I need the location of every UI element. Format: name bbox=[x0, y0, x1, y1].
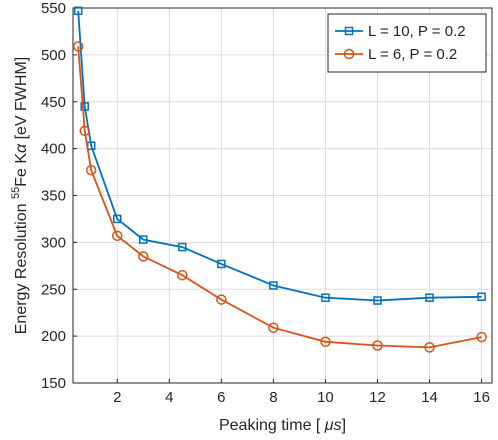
series-1 bbox=[73, 6, 486, 305]
y-tick-label: 400 bbox=[41, 141, 66, 158]
y-tick-label: 200 bbox=[41, 328, 66, 345]
x-tick-label: 6 bbox=[217, 389, 225, 406]
data-point bbox=[373, 296, 382, 305]
series-layer bbox=[72, 6, 487, 353]
x-tick-label: 14 bbox=[421, 389, 438, 406]
data-point bbox=[477, 292, 486, 301]
x-tick-label: 10 bbox=[317, 389, 334, 406]
data-point bbox=[72, 41, 84, 52]
x-axis: 2 4 6 8 10 12 14 16 bbox=[113, 379, 490, 406]
data-point bbox=[372, 340, 383, 351]
y-tick-label: 300 bbox=[41, 234, 66, 251]
data-point bbox=[320, 336, 331, 347]
data-point bbox=[112, 214, 122, 224]
data-point bbox=[80, 102, 89, 111]
y-axis: 150 200 250 300 350 400 450 500 550 bbox=[41, 0, 77, 392]
legend-marker bbox=[343, 48, 355, 60]
data-point bbox=[268, 322, 279, 333]
data-point bbox=[425, 293, 434, 302]
x-tick-label: 2 bbox=[113, 389, 121, 406]
legend-box bbox=[327, 13, 487, 73]
y-tick-label: 550 bbox=[41, 0, 66, 17]
y-tick-label: 500 bbox=[41, 47, 66, 64]
legend-item: L = 10, P = 0.2 bbox=[335, 23, 466, 40]
data-point bbox=[177, 269, 188, 281]
y-tick-label: 150 bbox=[41, 375, 66, 392]
series-2 bbox=[72, 41, 487, 353]
data-point bbox=[178, 242, 187, 252]
y-tick-label: 250 bbox=[41, 281, 66, 298]
data-point bbox=[476, 331, 487, 343]
series-line bbox=[77, 46, 482, 349]
x-tick-label: 12 bbox=[369, 389, 386, 406]
y-tick-label: 450 bbox=[41, 94, 66, 111]
data-point bbox=[139, 235, 148, 244]
y-axis-title: Energy Resolution 55Fe Kα [eV FWHM] bbox=[10, 57, 30, 334]
x-tick-label: 8 bbox=[269, 389, 277, 406]
data-point bbox=[79, 125, 90, 137]
legend-label: L = 10, P = 0.2 bbox=[368, 23, 466, 40]
data-point bbox=[138, 251, 149, 262]
data-point bbox=[216, 294, 227, 305]
data-point bbox=[321, 293, 330, 302]
legend-label: L = 6, P = 0.2 bbox=[368, 46, 457, 63]
data-point bbox=[73, 6, 83, 16]
data-point bbox=[111, 230, 123, 242]
legend: L = 10, P = 0.2 L = 6, P = 0.2 bbox=[327, 13, 487, 73]
x-tick-label: 4 bbox=[165, 389, 173, 406]
data-point bbox=[269, 281, 278, 290]
data-point bbox=[424, 342, 435, 353]
data-point bbox=[85, 164, 97, 176]
legend-marker bbox=[344, 26, 354, 36]
series-line bbox=[77, 10, 482, 302]
data-point bbox=[217, 259, 226, 269]
x-tick-label: 16 bbox=[473, 389, 490, 406]
y-tick-label: 350 bbox=[41, 188, 66, 205]
x-axis-title: Peaking time [ μs] bbox=[219, 417, 346, 434]
legend-item: L = 6, P = 0.2 bbox=[335, 46, 457, 63]
